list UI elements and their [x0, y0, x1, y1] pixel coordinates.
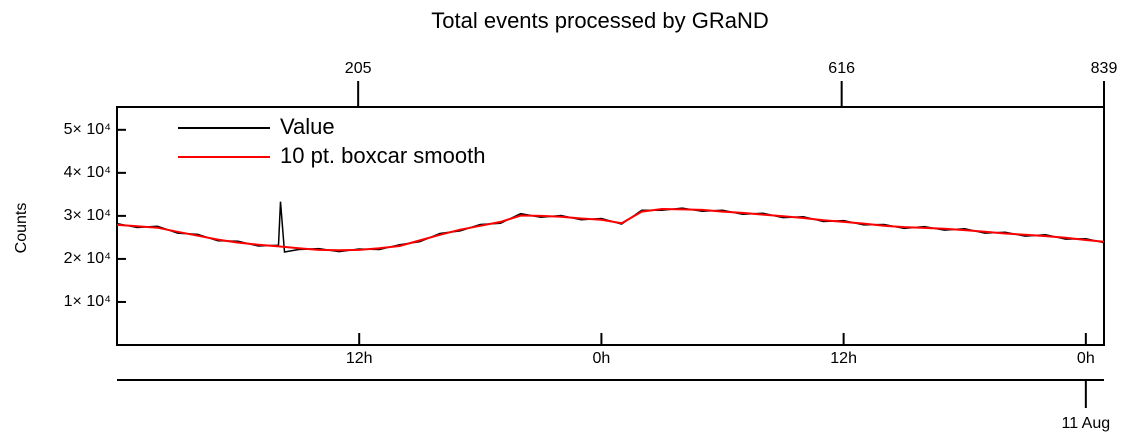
y-tick-label: 5× 10⁴: [64, 121, 111, 138]
legend-label: 10 pt. boxcar smooth: [280, 143, 485, 168]
x2-tick-label: 839: [1091, 60, 1118, 77]
y-tick-label: 2× 10⁴: [64, 250, 111, 267]
y-axis-label: Counts: [13, 203, 30, 254]
x-tick-label: 0h: [1077, 350, 1095, 367]
x2-tick-label: 616: [828, 60, 855, 77]
series-line: [116, 207, 1105, 252]
y-tick-label: 1× 10⁴: [64, 293, 111, 310]
x2-tick-label: 205: [345, 60, 372, 77]
x-tick-label: 0h: [593, 350, 611, 367]
legend-label: Value: [280, 114, 335, 139]
y-tick-label: 3× 10⁴: [64, 207, 111, 224]
date-tick-label: 11 Aug: [1062, 415, 1111, 432]
y-tick-label: 4× 10⁴: [64, 164, 111, 181]
plot-frame: [116, 106, 1105, 346]
x-tick-label: 12h: [346, 350, 373, 367]
x-tick-label: 12h: [830, 350, 857, 367]
chart-title: Total events processed by GRaND: [431, 8, 769, 33]
